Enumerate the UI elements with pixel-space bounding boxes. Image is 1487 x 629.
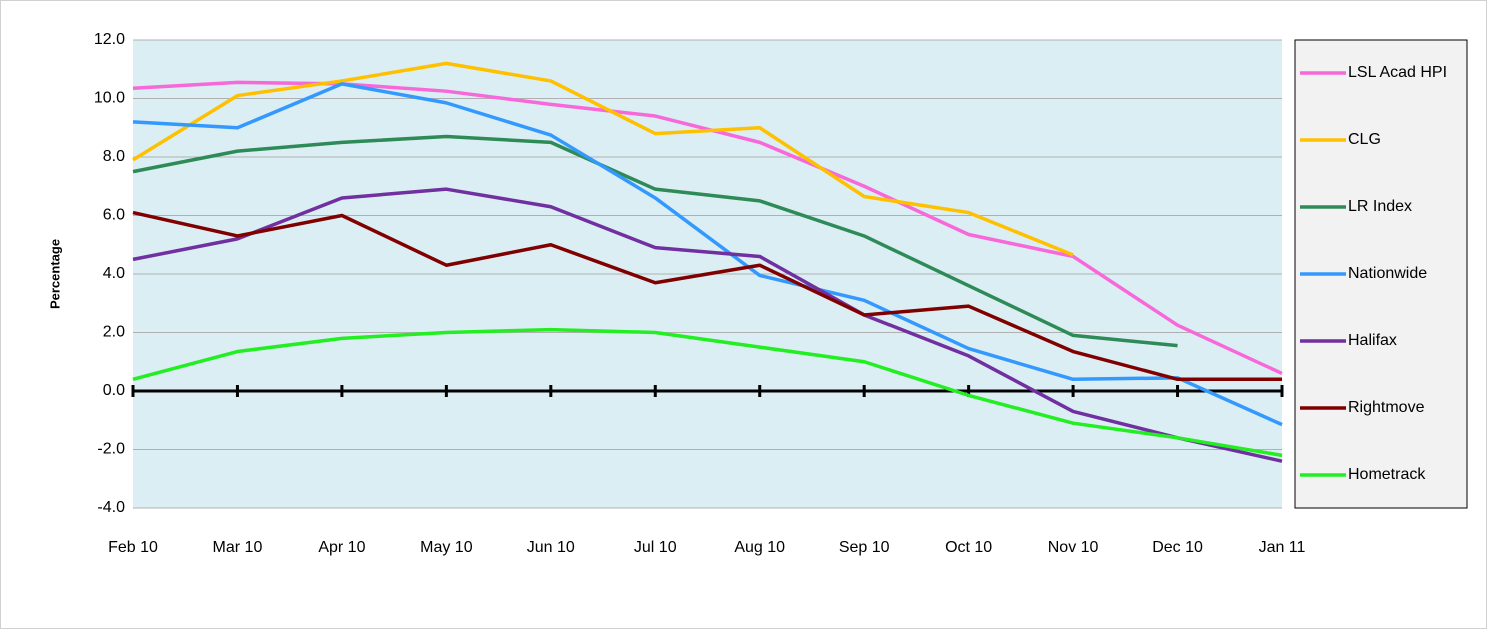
y-axis-label: Percentage — [47, 239, 62, 309]
y-tick-label: 6.0 — [103, 207, 125, 224]
y-tick-label: 10.0 — [94, 90, 125, 107]
x-tick-label: Jan 11 — [1259, 539, 1306, 556]
x-tick-label: Jul 10 — [634, 539, 677, 556]
y-tick-label: -2.0 — [97, 441, 125, 458]
series-line — [132, 82, 1283, 427]
legend-label: Hometrack — [1348, 466, 1426, 483]
y-tick-label: -4.0 — [97, 499, 125, 516]
x-tick-label: Mar 10 — [213, 539, 263, 556]
x-tick-label: Aug 10 — [734, 539, 785, 556]
x-tick-label: Apr 10 — [318, 539, 365, 556]
y-tick-label: 4.0 — [103, 265, 125, 282]
y-tick-label: 0.0 — [103, 382, 125, 399]
x-tick-label: Jun 10 — [527, 539, 575, 556]
legend-label: CLG — [1348, 131, 1381, 148]
legend-label: Halifax — [1348, 332, 1397, 349]
x-tick-label: Sep 10 — [839, 539, 890, 556]
legend-label: LR Index — [1348, 198, 1412, 215]
x-tick-label: May 10 — [420, 539, 473, 556]
x-tick-label: Nov 10 — [1048, 539, 1099, 556]
x-tick-label: Oct 10 — [945, 539, 992, 556]
y-tick-label: 8.0 — [103, 148, 125, 165]
legend-label: Rightmove — [1348, 399, 1425, 416]
y-tick-label: 12.0 — [94, 31, 125, 48]
series-line — [132, 134, 1178, 348]
series-line — [132, 61, 1074, 257]
legend-label: Nationwide — [1348, 265, 1427, 282]
legend-label: LSL Acad HPI — [1348, 64, 1447, 81]
x-tick-label: Feb 10 — [108, 539, 158, 556]
series-line — [132, 210, 1282, 382]
series-line — [132, 327, 1283, 458]
y-tick-label: 2.0 — [103, 324, 125, 341]
series-line — [132, 187, 1283, 463]
x-tick-label: Dec 10 — [1152, 539, 1203, 556]
